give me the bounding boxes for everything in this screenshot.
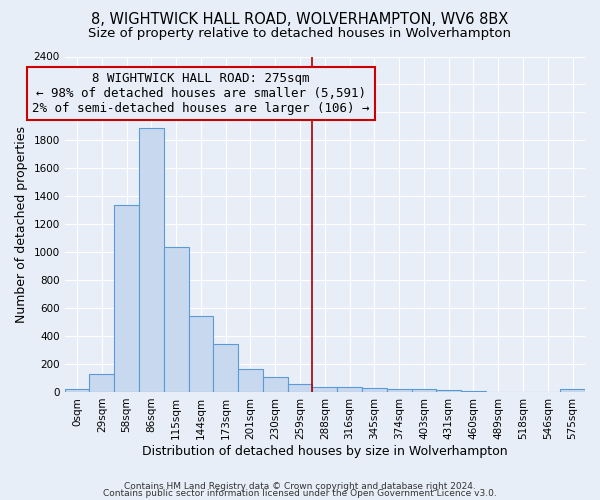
Bar — [188, 316, 214, 392]
Bar — [560, 389, 585, 392]
Bar — [238, 369, 263, 392]
Bar — [362, 388, 387, 392]
Bar — [164, 246, 188, 392]
Bar — [114, 204, 139, 392]
Bar — [313, 387, 337, 392]
Bar — [214, 344, 238, 392]
Bar — [89, 374, 114, 392]
Bar — [387, 389, 412, 392]
X-axis label: Distribution of detached houses by size in Wolverhampton: Distribution of detached houses by size … — [142, 444, 508, 458]
Text: Contains HM Land Registry data © Crown copyright and database right 2024.: Contains HM Land Registry data © Crown c… — [124, 482, 476, 491]
Bar — [287, 384, 313, 392]
Text: 8 WIGHTWICK HALL ROAD: 275sqm
← 98% of detached houses are smaller (5,591)
2% of: 8 WIGHTWICK HALL ROAD: 275sqm ← 98% of d… — [32, 72, 370, 115]
Text: 8, WIGHTWICK HALL ROAD, WOLVERHAMPTON, WV6 8BX: 8, WIGHTWICK HALL ROAD, WOLVERHAMPTON, W… — [91, 12, 509, 28]
Bar — [139, 128, 164, 392]
Bar — [263, 378, 287, 392]
Bar — [337, 387, 362, 392]
Bar — [65, 389, 89, 392]
Text: Size of property relative to detached houses in Wolverhampton: Size of property relative to detached ho… — [89, 28, 511, 40]
Y-axis label: Number of detached properties: Number of detached properties — [15, 126, 28, 322]
Bar — [412, 389, 436, 392]
Text: Contains public sector information licensed under the Open Government Licence v3: Contains public sector information licen… — [103, 490, 497, 498]
Bar — [436, 390, 461, 392]
